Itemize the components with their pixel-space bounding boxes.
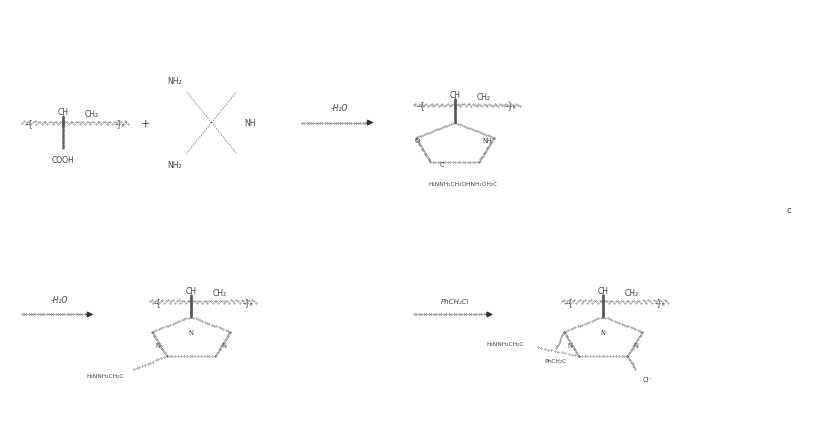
Text: CH₂: CH₂ — [213, 289, 227, 297]
Text: N: N — [567, 342, 572, 348]
Text: CH: CH — [449, 91, 460, 99]
Text: C: C — [440, 162, 445, 168]
Text: H₂NNH₂CH₂OHNH₂OH₂C: H₂NNH₂CH₂OHNH₂OH₂C — [428, 182, 498, 187]
Text: CH: CH — [185, 286, 197, 295]
Text: -}ₙ: -}ₙ — [506, 101, 517, 110]
Text: -{: -{ — [26, 119, 34, 128]
Text: NH: NH — [245, 119, 256, 128]
Text: CH: CH — [58, 108, 69, 117]
Text: -H₂O: -H₂O — [50, 295, 68, 304]
Text: NH₂: NH₂ — [167, 77, 182, 86]
Text: COOH: COOH — [52, 156, 74, 165]
Text: -H₂O: -H₂O — [331, 103, 348, 113]
Text: N: N — [189, 329, 194, 335]
Text: N: N — [633, 342, 638, 348]
Text: Cl⁻: Cl⁻ — [643, 376, 653, 382]
Text: +: + — [141, 118, 151, 128]
Text: CH: CH — [598, 286, 609, 295]
Text: N: N — [600, 329, 605, 335]
Text: CH₂: CH₂ — [85, 110, 99, 119]
Text: N: N — [155, 342, 160, 348]
Text: -{: -{ — [566, 297, 574, 306]
Text: O: O — [415, 138, 420, 144]
Text: NH₂: NH₂ — [167, 160, 182, 169]
Text: NH: NH — [483, 138, 493, 144]
Text: H₂NNH₂CH₂C: H₂NNH₂CH₂C — [486, 341, 523, 346]
Text: N: N — [222, 342, 227, 348]
Text: -}ₙ: -}ₙ — [114, 119, 125, 128]
Text: PhCH₂C: PhCH₂C — [544, 358, 566, 363]
Text: CH₂: CH₂ — [476, 93, 490, 102]
Text: H₂NNH₂CH₂C: H₂NNH₂CH₂C — [86, 373, 124, 378]
Text: -}ₙ: -}ₙ — [242, 297, 253, 306]
Text: PhCH₂Cl: PhCH₂Cl — [441, 298, 469, 304]
Text: -{: -{ — [418, 101, 425, 110]
Text: -{: -{ — [154, 297, 161, 306]
Text: CH₂: CH₂ — [625, 289, 639, 297]
Text: -}ₙ: -}ₙ — [654, 297, 665, 306]
Text: c: c — [786, 206, 791, 215]
